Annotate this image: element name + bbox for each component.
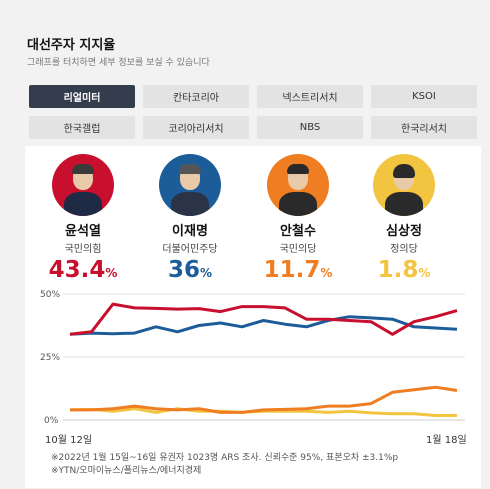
candidate-party: 더불어민주당 [162,244,218,255]
candidate-party: 국민의힘 [64,244,102,255]
candidate-card-lee[interactable]: 이재명 더불어민주당 36% [145,154,235,283]
pollster-tabs: 리얼미터 칸타코리아 넥스트리서치 KSOI 한국갤럽 코리아리서치 NBS 한… [29,85,477,139]
candidate-name: 윤석열 [65,224,101,239]
page-subtitle: 그래프를 터치하면 세부 정보를 보실 수 있습니다 [27,58,210,68]
candidate-name: 이재명 [172,224,208,239]
series-line-1[interactable] [69,315,458,336]
candidate-photo-lee-icon [159,154,221,216]
tab-next-research[interactable]: 넥스트리서치 [257,85,363,108]
candidate-photo-sim-icon [373,154,435,216]
tab-ksoi[interactable]: KSOI [371,85,477,108]
poll-panel: 윤석열 국민의힘 43.4% 이재명 더불어민주당 36% 안철수 국민의당 1… [25,146,481,488]
page-title: 대선주자 지지율 [27,38,116,53]
tab-kantar-korea[interactable]: 칸타코리아 [143,85,249,108]
tab-realmeter[interactable]: 리얼미터 [29,85,135,108]
series-line-0[interactable] [69,302,458,336]
candidate-photo-ahn-icon [267,154,329,216]
candidate-card-sim[interactable]: 심상정 정의당 1.8% [359,154,449,283]
candidate-photo-yoon-icon [52,154,114,216]
candidate-party: 국민의당 [279,244,317,255]
series-line-2[interactable] [70,385,458,414]
candidate-card-ahn[interactable]: 안철수 국민의당 11.7% [253,154,343,283]
footnote-sources: ※YTN/오마이뉴스/폴리뉴스/에너지경제 [51,466,202,476]
x-tick-label-end: 1월 18일 [426,434,467,446]
candidate-rate: 43.4% [48,257,118,283]
series-layer [69,302,458,417]
tab-hankook-research[interactable]: 한국리서치 [371,116,477,139]
x-tick-label-start: 10월 12일 [45,434,92,446]
y-tick-label: 25% [40,353,60,363]
poll-trend-chart[interactable]: 50% 25% 0% 10월 12일 1월 18일 [25,146,481,488]
tab-korea-research[interactable]: 코리아리서치 [143,116,249,139]
candidate-party: 정의당 [390,244,418,255]
candidate-rate: 1.8% [377,257,431,283]
y-tick-label: 50% [40,290,60,300]
tab-nbs[interactable]: NBS [257,116,363,139]
y-tick-label: 0% [44,416,59,426]
footnote-survey: ※2022년 1월 15일~16일 유권자 1023명 ARS 조사. 신뢰수준… [51,453,399,463]
tab-gallup-korea[interactable]: 한국갤럽 [29,116,135,139]
candidate-name: 안철수 [280,224,316,239]
candidate-rate: 11.7% [263,257,333,283]
candidate-rate: 36% [167,257,213,283]
candidate-name: 심상정 [386,224,422,239]
candidate-card-yoon[interactable]: 윤석열 국민의힘 43.4% [38,154,128,283]
